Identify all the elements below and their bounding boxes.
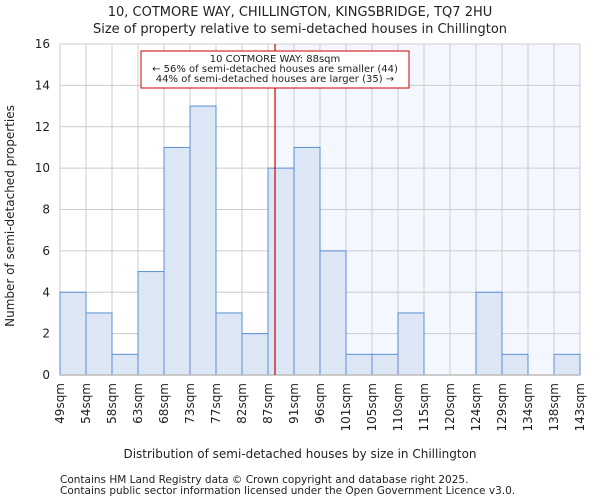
x-tick-label: 105sqm — [365, 383, 379, 431]
bar — [137, 271, 165, 376]
bar — [163, 146, 191, 376]
bar — [85, 312, 113, 376]
x-tick-label: 63sqm — [131, 383, 145, 424]
bar — [111, 353, 139, 376]
x-tick-label: 120sqm — [443, 383, 457, 431]
x-tick-label: 49sqm — [53, 383, 67, 424]
x-tick-label: 91sqm — [287, 383, 301, 424]
bar — [345, 353, 373, 376]
x-tick-label: 115sqm — [417, 383, 431, 431]
footer-line-1: Contains HM Land Registry data © Crown c… — [60, 474, 468, 486]
y-tick-label: 0 — [42, 368, 50, 382]
bar — [267, 167, 295, 376]
bar — [501, 353, 529, 376]
x-tick-label: 68sqm — [157, 383, 171, 424]
y-tick-label: 14 — [35, 78, 50, 92]
y-tick-label: 10 — [35, 161, 50, 175]
bar — [215, 312, 243, 376]
x-tick-label: 134sqm — [521, 383, 535, 431]
annotation-line-2: ← 56% of semi-detached houses are smalle… — [152, 64, 398, 75]
x-axis-label: Distribution of semi-detached houses by … — [123, 447, 476, 461]
y-tick-label: 16 — [35, 37, 50, 51]
bar — [59, 291, 87, 376]
bar — [293, 146, 321, 376]
x-tick-label: 143sqm — [573, 383, 587, 431]
annotation-box — [140, 50, 410, 89]
y-tick-label: 8 — [42, 203, 50, 217]
y-tick-label: 2 — [42, 327, 50, 341]
bar — [189, 105, 217, 376]
bar — [319, 250, 347, 376]
chart-subtitle: Size of property relative to semi-detach… — [93, 22, 507, 37]
x-tick-label: 110sqm — [391, 383, 405, 431]
x-tick-label: 129sqm — [495, 383, 509, 431]
x-tick-label: 82sqm — [235, 383, 249, 424]
annotation-line-1: 10 COTMORE WAY: 88sqm — [210, 54, 341, 65]
x-tick-label: 138sqm — [547, 383, 561, 431]
x-tick-label: 124sqm — [469, 383, 483, 431]
y-tick-label: 6 — [42, 244, 50, 258]
bar — [553, 353, 581, 376]
x-tick-label: 58sqm — [105, 383, 119, 424]
x-tick-label: 87sqm — [261, 383, 275, 424]
y-tick-label: 4 — [42, 285, 50, 299]
bar — [371, 353, 399, 376]
x-tick-label: 101sqm — [339, 383, 353, 431]
x-tick-label: 73sqm — [183, 383, 197, 424]
annotation-line-3: 44% of semi-detached houses are larger (… — [156, 74, 394, 85]
x-tick-label: 96sqm — [313, 383, 327, 424]
bar — [241, 333, 269, 376]
chart-title: 10, COTMORE WAY, CHILLINGTON, KINGSBRIDG… — [108, 5, 493, 20]
footer-line-2: Contains public sector information licen… — [60, 485, 515, 497]
bar — [397, 312, 425, 376]
y-tick-label: 12 — [35, 120, 50, 134]
y-axis-label: Number of semi-detached properties — [3, 105, 17, 327]
x-tick-label: 54sqm — [79, 383, 93, 424]
bar — [475, 291, 503, 376]
x-tick-label: 77sqm — [209, 383, 223, 424]
